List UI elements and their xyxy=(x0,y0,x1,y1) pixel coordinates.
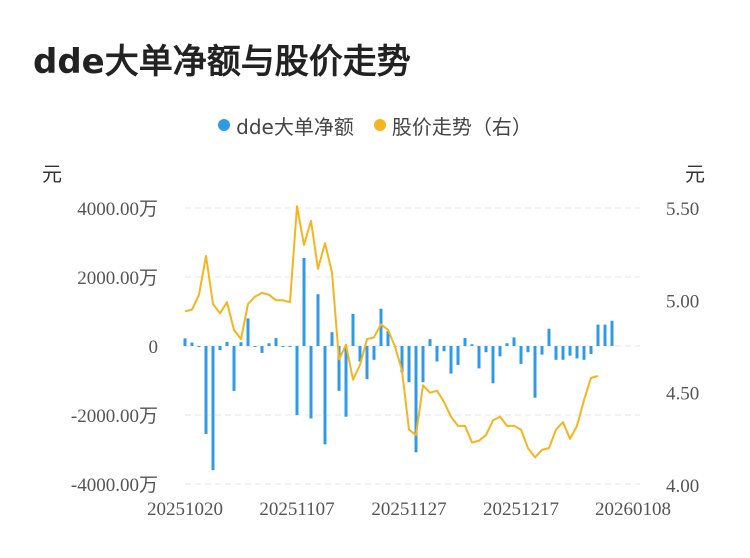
bar-6 xyxy=(225,341,229,346)
bar-53 xyxy=(554,346,558,360)
bar-51 xyxy=(540,346,544,355)
left-tick-label-2: 0 xyxy=(149,337,159,358)
bar-32 xyxy=(407,346,411,383)
right-axis-unit: 元 xyxy=(685,162,705,186)
bar-27 xyxy=(372,346,376,360)
bar-55 xyxy=(568,346,572,356)
legend-dot-bar-icon xyxy=(218,119,231,131)
bar-5 xyxy=(218,346,222,351)
bar-15 xyxy=(288,346,292,348)
bar-21 xyxy=(330,332,334,346)
bar-20 xyxy=(323,346,327,445)
bar-56 xyxy=(575,346,579,359)
left-axis-unit: 元 xyxy=(42,162,62,186)
bar-43 xyxy=(484,346,488,353)
legend-dot-line-icon xyxy=(373,119,386,131)
bar-4 xyxy=(211,346,215,471)
left-tick-label-3: -2000.00万 xyxy=(71,406,158,427)
bar-11 xyxy=(260,346,264,353)
bar-22 xyxy=(337,346,341,391)
x-tick-label-2: 20251127 xyxy=(371,499,446,520)
bar-12 xyxy=(267,343,271,346)
bar-18 xyxy=(309,346,313,419)
bar-49 xyxy=(526,346,530,353)
bar-10 xyxy=(253,346,257,347)
bar-50 xyxy=(533,346,537,398)
bar-8 xyxy=(239,342,243,346)
bar-0 xyxy=(183,338,187,346)
right-tick-label-1: 5.00 xyxy=(666,291,699,312)
x-tick-label-1: 20251107 xyxy=(259,499,334,520)
bar-45 xyxy=(498,346,502,357)
bar-46 xyxy=(505,343,509,346)
bar-41 xyxy=(470,344,474,346)
bar-42 xyxy=(477,346,481,369)
bar-40 xyxy=(463,338,467,346)
bar-7 xyxy=(232,346,236,391)
bar-34 xyxy=(421,346,425,383)
bar-16 xyxy=(295,346,299,415)
bar-37 xyxy=(442,346,446,352)
bar-54 xyxy=(561,346,565,360)
bar-47 xyxy=(512,337,516,346)
bar-48 xyxy=(519,346,523,364)
bar-52 xyxy=(547,328,551,346)
bar-26 xyxy=(365,346,369,380)
bar-9 xyxy=(246,318,250,346)
legend-item-price[interactable]: 股价走势（右） xyxy=(373,111,532,140)
bar-44 xyxy=(491,346,495,384)
bar-31 xyxy=(400,346,404,373)
bar-19 xyxy=(316,294,320,346)
bar-33 xyxy=(414,346,418,453)
legend: dde大单净额 股价走势（右） xyxy=(0,111,750,139)
bar-36 xyxy=(435,346,439,362)
left-tick-label-0: 4000.00万 xyxy=(77,199,158,220)
bar-39 xyxy=(456,346,460,365)
bar-2 xyxy=(197,346,201,348)
bar-23 xyxy=(344,346,348,417)
bar-61 xyxy=(610,320,614,346)
bar-24 xyxy=(351,313,355,346)
bar-17 xyxy=(302,258,306,346)
x-tick-label-0: 20251020 xyxy=(147,499,223,520)
chart-title: dde大单净额与股价走势 xyxy=(33,42,411,82)
bar-38 xyxy=(449,346,453,374)
legend-label-price: 股价走势（右） xyxy=(391,114,532,139)
left-tick-label-1: 2000.00万 xyxy=(77,268,158,289)
x-tick-label-3: 20251217 xyxy=(483,499,559,520)
legend-item-dde[interactable]: dde大单净额 xyxy=(218,111,354,140)
price-line xyxy=(184,205,599,459)
bar-28 xyxy=(379,308,383,346)
right-tick-label-3: 4.00 xyxy=(666,476,699,497)
right-tick-label-2: 4.50 xyxy=(666,384,699,405)
left-tick-label-4: -4000.00万 xyxy=(71,475,158,496)
bar-3 xyxy=(204,346,208,434)
bar-13 xyxy=(274,338,278,346)
legend-label-dde: dde大单净额 xyxy=(236,114,354,139)
bar-14 xyxy=(281,346,285,347)
bar-29 xyxy=(386,331,390,346)
bar-1 xyxy=(190,342,194,346)
x-tick-label-4: 20260108 xyxy=(595,499,671,520)
bar-59 xyxy=(596,324,600,346)
bar-58 xyxy=(589,346,593,354)
bar-57 xyxy=(582,346,586,360)
bar-60 xyxy=(603,324,607,346)
bar-35 xyxy=(428,339,432,346)
bar-25 xyxy=(358,346,362,362)
right-tick-label-0: 5.50 xyxy=(666,199,699,220)
